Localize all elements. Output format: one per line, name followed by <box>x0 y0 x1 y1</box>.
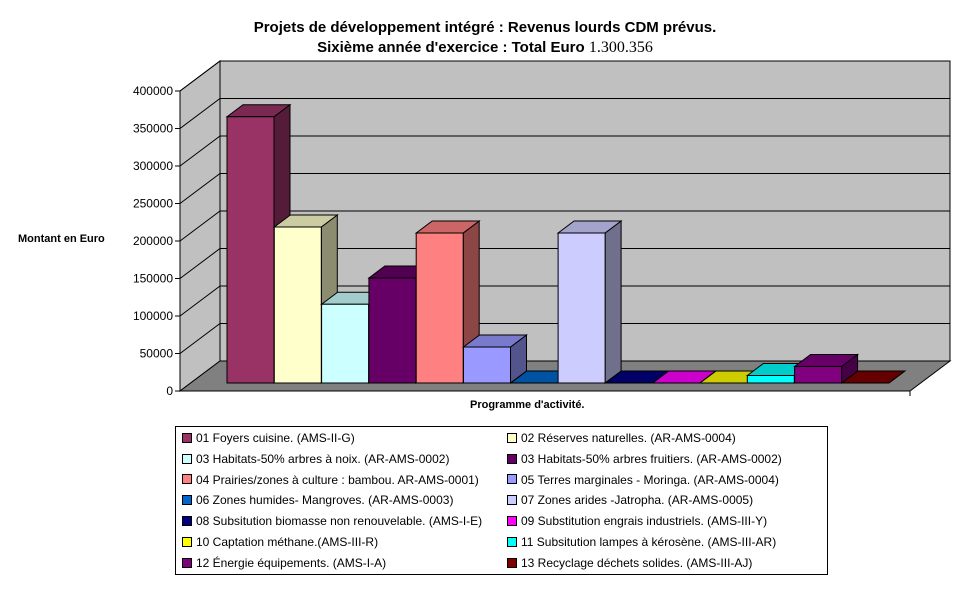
chart-title: Projets de développement intégré : Reven… <box>0 18 970 58</box>
legend-swatch <box>182 453 192 464</box>
legend-item: 09 Substitution engrais industriels. (AM… <box>507 511 767 532</box>
gridline <box>179 135 950 167</box>
legend-swatch <box>182 474 192 485</box>
legend-swatch <box>507 474 517 485</box>
y-tick-label: 400000 <box>133 84 173 98</box>
legend-item: 10 Captation méthane.(AMS-III-R) <box>182 532 378 553</box>
legend-label: 02 Réserves naturelles. (AR-AMS-0004) <box>521 431 736 445</box>
gridline <box>179 210 950 242</box>
y-tick-label: 350000 <box>133 122 173 136</box>
legend-swatch <box>182 495 192 506</box>
y-axis-label: Montant en Euro <box>18 233 105 245</box>
y-tick-label: 100000 <box>133 309 173 323</box>
y-tick-label: 200000 <box>133 234 173 248</box>
bar <box>368 277 417 384</box>
chart-legend: 01 Foyers cuisine. (AMS-II-G) 02 Réserves… <box>175 426 828 575</box>
chart-plot-area: 0 50000 100000 150000 200000 250000 300000 3500… <box>133 60 952 398</box>
legend-label: 06 Zones humides- Mangroves. (AR-AMS-000… <box>196 493 454 508</box>
bar <box>415 232 464 384</box>
chart-subtitle-value: 1.300.356 <box>588 39 653 56</box>
legend-item: 03 Habitats-50% arbres fruitiers. (AR-AM… <box>507 449 782 470</box>
legend-swatch <box>507 432 517 443</box>
legend-swatch <box>182 536 192 547</box>
bar <box>463 346 511 384</box>
legend-swatch <box>182 557 192 568</box>
legend-label: 03 Habitats-50% arbres à noix. (AR-AMS-0… <box>196 451 450 466</box>
legend-item: 08 Subsitution biomasse non renouvelable… <box>182 511 482 532</box>
y-tick-label: 50000 <box>140 347 174 361</box>
legend-item: 01 Foyers cuisine. (AMS-II-G) <box>182 428 355 449</box>
gridline <box>179 248 950 279</box>
legend-item: 13 Recyclage déchets solides. (AMS-III-A… <box>507 553 752 574</box>
x-axis-label: Programme d'activité. <box>470 399 585 411</box>
chart-title-line2: Sixième année d'exercice : Total Euro 1.… <box>0 38 970 58</box>
y-tick-label: 300000 <box>133 159 173 173</box>
y-tick-label: 150000 <box>133 272 173 286</box>
y-tick-label: 250000 <box>133 197 173 211</box>
bar <box>226 116 275 384</box>
legend-swatch <box>507 453 517 464</box>
legend-label: 09 Substitution engrais industriels. (AM… <box>521 514 768 529</box>
gridline <box>179 98 950 129</box>
legend-label: 01 Foyers cuisine. (AMS-II-G) <box>196 431 355 445</box>
gridline <box>179 323 950 354</box>
legend-item: 12 Énergie équipements. (AMS-I-A) <box>182 553 386 574</box>
chart-title-line1: Projets de développement intégré : Reven… <box>253 19 717 36</box>
legend-item: 04 Prairies/zones à culture : bambou. AR… <box>182 470 479 491</box>
bar <box>794 366 843 384</box>
legend-item: 02 Réserves naturelles. (AR-AMS-0004) <box>507 428 736 449</box>
legend-swatch <box>182 432 192 443</box>
legend-swatch <box>507 516 517 527</box>
legend-item: 05 Terres marginales - Moringa. (AR-AMS-… <box>507 470 779 491</box>
bar <box>273 226 322 384</box>
legend-swatch <box>507 557 517 568</box>
legend-label: 12 Énergie équipements. (AMS-I-A) <box>196 555 387 570</box>
chart-subtitle-prefix: Sixième année d'exercice : Total Euro <box>317 39 585 56</box>
bar-side <box>604 220 622 384</box>
y-tick-label: 0 <box>166 384 173 398</box>
gridline <box>179 173 950 204</box>
bar <box>746 375 795 384</box>
legend-swatch <box>507 495 517 506</box>
legend-label: 13 Recyclage déchets solides. (AMS-III-A… <box>521 555 753 570</box>
bar <box>557 232 606 384</box>
legend-label: 10 Captation méthane.(AMS-III-R) <box>196 535 379 549</box>
legend-label: 11 Subsitution lampes à kérosène. (AMS-I… <box>521 535 777 549</box>
gridline <box>179 285 950 317</box>
legend-item: 11 Subsitution lampes à kérosène. (AMS-I… <box>507 532 776 553</box>
legend-label: 08 Subsitution biomasse non renouvelable… <box>196 514 483 529</box>
legend-swatch <box>507 536 517 547</box>
legend-label: 04 Prairies/zones à culture : bambou. AR… <box>196 472 479 487</box>
legend-swatch <box>182 516 192 527</box>
legend-label: 07 Zones arides -Jatropha. (AR-AMS-0005) <box>521 493 754 508</box>
legend-item: 03 Habitats-50% arbres à noix. (AR-AMS-0… <box>182 449 449 470</box>
legend-label: 05 Terres marginales - Moringa. (AR-AMS-… <box>521 472 779 487</box>
legend-item: 06 Zones humides- Mangroves. (AR-AMS-000… <box>182 490 453 511</box>
legend-item: 07 Zones arides -Jatropha. (AR-AMS-0005) <box>507 490 753 511</box>
gridline <box>179 60 950 92</box>
legend-label: 03 Habitats-50% arbres fruitiers. (AR-AM… <box>521 451 782 466</box>
bar <box>321 303 370 384</box>
